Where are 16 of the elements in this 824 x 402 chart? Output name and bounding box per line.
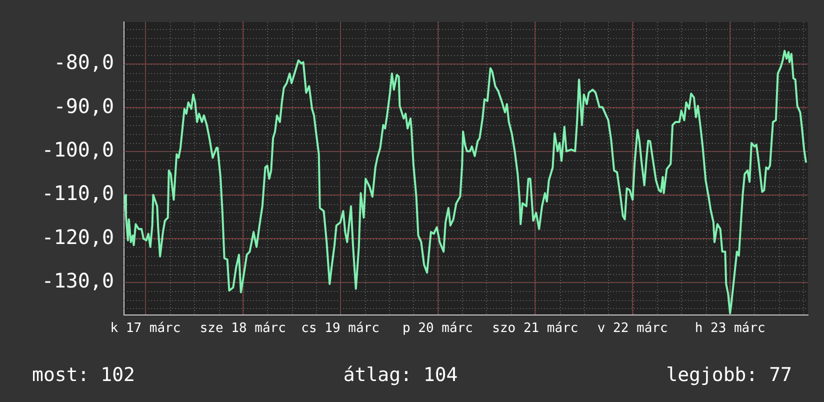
- x-tick-label: p 20 márc: [402, 321, 473, 336]
- y-tick-label: -100,0: [42, 137, 114, 162]
- text: legjobb: 77: [666, 364, 792, 386]
- x-tick-label: v 22 márc: [597, 321, 668, 336]
- x-tick-label: sze 18 márc: [200, 321, 286, 336]
- text: most: 102: [32, 364, 135, 386]
- x-tick-label: h 23 márc: [694, 321, 766, 336]
- y-tick-label: -130,0: [42, 268, 114, 292]
- y-tick-label: -120,0: [42, 224, 114, 249]
- y-tick-label: -90,0: [54, 94, 114, 118]
- x-tick-label: cs 19 márc: [301, 321, 380, 336]
- y-tick-label: -80,0: [54, 50, 114, 74]
- y-tick-label: -110,0: [42, 181, 114, 206]
- text: átlag: 104: [343, 364, 458, 386]
- x-tick-label: k 17 márc: [110, 321, 181, 336]
- x-tick-label: szo 21 márc: [492, 321, 578, 336]
